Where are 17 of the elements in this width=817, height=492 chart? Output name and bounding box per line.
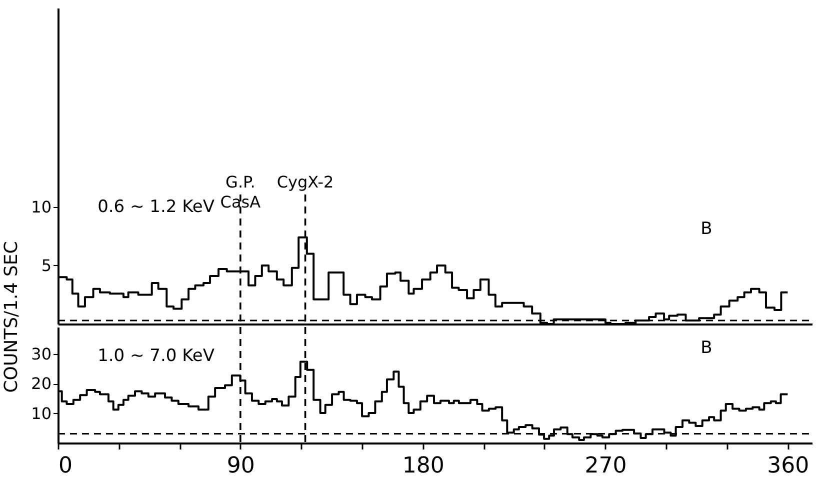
annotation: 0.6 ~ 1.2 KeV	[98, 197, 215, 218]
x-tick-label: 180	[402, 454, 444, 478]
y-tick-label: 20	[31, 374, 52, 394]
x-tick-label: 270	[584, 454, 627, 478]
x-tick-label: 90	[226, 454, 255, 478]
ref-line-label: CygX-2	[276, 172, 334, 192]
annotation: 1.0 ~ 7.0 KeV	[98, 346, 215, 366]
x-tick-label: 0	[58, 454, 72, 478]
y-tick-label: 10	[31, 404, 52, 423]
y-tick-label: 10	[31, 197, 52, 216]
y-tick-label: 5	[41, 256, 52, 275]
annotation: B	[700, 219, 712, 240]
ref-line-label: G.P. CasA	[220, 172, 261, 212]
x-tick-label: 360	[767, 454, 810, 478]
y-axis-title: COUNTS/1.4 SEC	[1, 241, 22, 393]
annotation: B	[700, 338, 712, 358]
y-tick-label: 30	[31, 344, 52, 364]
